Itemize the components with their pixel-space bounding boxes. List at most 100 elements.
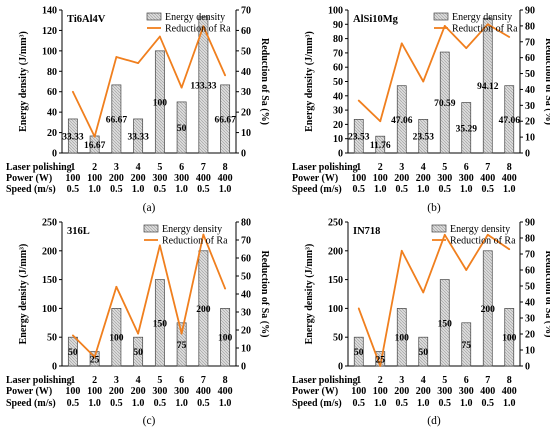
x-tick-label: 2	[92, 375, 97, 386]
x-tick-label: 3	[114, 162, 119, 173]
legend-label-bar: Energy density	[162, 224, 222, 235]
material-title: 316L	[67, 226, 90, 237]
x-tick-label: 5	[157, 162, 162, 173]
y2-tick-label: 20	[241, 326, 251, 337]
x-tick-label: 3	[114, 375, 119, 386]
x-tick-label: 0.5	[482, 398, 495, 409]
y2-tick-label: 70	[241, 6, 251, 17]
row-label: Speed (m/s)	[292, 398, 342, 409]
x-tick-label: 400	[480, 173, 495, 184]
y2-tick-label: 0	[525, 149, 530, 160]
x-tick-label: 5	[442, 162, 447, 173]
y2-tick-label: 60	[241, 26, 251, 37]
x-tick-label: 0.5	[154, 398, 167, 409]
x-tick-label: 100	[65, 386, 80, 397]
y2-tick-label: 30	[241, 308, 251, 319]
x-tick-label: 6	[464, 375, 469, 386]
chart-panel-1: 020406080100120140010203040506070Energy …	[6, 6, 270, 215]
row-label: Speed (m/s)	[6, 398, 56, 409]
y-tick-label: 20	[333, 120, 343, 131]
y-tick-label: 100	[42, 46, 57, 57]
y-tick-label: 40	[333, 91, 343, 102]
line-point	[465, 47, 468, 50]
y2-tick-label: 50	[241, 46, 251, 57]
x-tick-label: 3	[399, 162, 404, 173]
y-tick-label: 250	[42, 218, 57, 229]
line-point	[115, 285, 118, 288]
y-tick-label: 10	[333, 134, 343, 145]
x-tick-label: 1.0	[460, 398, 473, 409]
line-point	[180, 86, 183, 89]
y-tick-label: 70	[333, 48, 343, 59]
line-point	[357, 99, 360, 102]
legend-swatch-bar	[143, 224, 159, 233]
x-tick-label: 7	[201, 375, 206, 386]
x-tick-label: 1.0	[374, 398, 387, 409]
x-tick-label: 1.0	[132, 398, 145, 409]
y-tick-label: 20	[47, 128, 57, 139]
line-point	[465, 269, 468, 271]
line-reduction-ra	[357, 233, 510, 367]
bar-value-label: 50	[419, 348, 429, 358]
x-tick-label: 0.5	[396, 398, 409, 409]
bar-value-label: 133.33	[190, 81, 216, 91]
line-point	[443, 24, 446, 27]
row-label: Speed (m/s)	[292, 184, 342, 195]
bar-value-label: 50	[354, 348, 364, 358]
y-axis-title: Energy density (J/mm³)	[304, 31, 315, 132]
y-tick-label: 250	[328, 218, 343, 229]
x-tick-label: 1.0	[219, 398, 232, 409]
bar-value-label: 75	[177, 341, 187, 351]
bar-value-label: 100	[218, 334, 233, 344]
y2-tick-label: 30	[241, 87, 251, 98]
line-reduction-ra	[358, 23, 510, 123]
bar-energy-density	[418, 119, 429, 154]
line-point	[357, 307, 360, 310]
y-tick-label: 50	[47, 333, 57, 344]
y-tick-label: 60	[47, 87, 57, 98]
x-tick-label: 300	[174, 386, 189, 397]
y-tick-label: 50	[333, 333, 343, 344]
x-tick-label: 4	[136, 375, 141, 386]
x-tick-label: 200	[131, 173, 146, 184]
y-tick-label: 200	[42, 246, 57, 257]
x-tick-label: 8	[507, 375, 512, 386]
y2-tick-label: 20	[525, 117, 535, 128]
x-tick-label: 300	[152, 386, 167, 397]
bar-value-label: 94.12	[477, 82, 499, 92]
x-tick-label: 200	[394, 386, 409, 397]
x-tick-label: 200	[131, 386, 146, 397]
x-tick-label: 0.5	[439, 184, 452, 195]
x-tick-label: 0.5	[197, 398, 210, 409]
x-tick-label: 400	[480, 386, 495, 397]
chart-panel-2: 0 10 20 30 40 50 60 70 80 90 100 0 10 20 30 40 50 60 70 80 9…	[292, 6, 550, 215]
line-reduction-ra	[72, 233, 226, 358]
row-label: Laser polishing	[292, 162, 358, 173]
x-tick-label: 0.5	[154, 184, 167, 195]
x-tick-label: 3	[399, 375, 404, 386]
x-tick-label: 1.0	[460, 184, 473, 195]
material-title: AlSi10Mg	[353, 14, 399, 25]
bar-value-label: 200	[196, 305, 211, 315]
bar-energy-density	[89, 351, 100, 367]
y-tick-label: 120	[42, 26, 57, 37]
x-tick-label: 300	[459, 173, 474, 184]
line-point	[158, 35, 161, 38]
panel-caption: (c)	[143, 415, 156, 427]
x-tick-label: 300	[437, 386, 452, 397]
y-tick-label: 150	[328, 275, 343, 286]
row-label: Power (W)	[6, 386, 52, 397]
y2-tick-label: 10	[525, 133, 535, 144]
bar-energy-density	[439, 51, 450, 154]
y-axis-title: Energy density (J/mm³)	[304, 244, 315, 345]
row-label: Laser polishing	[292, 375, 358, 386]
y2-tick-label: 20	[241, 108, 251, 119]
x-tick-label: 1.0	[417, 398, 430, 409]
bar-value-label: 25	[376, 355, 386, 365]
y-tick-label: 30	[333, 106, 343, 117]
panel-caption: (d)	[427, 415, 441, 427]
x-tick-label: 0.5	[353, 398, 366, 409]
y2-tick-label: 90	[525, 6, 535, 17]
y2-tick-label: 10	[241, 128, 251, 139]
bar-energy-density	[111, 308, 122, 367]
